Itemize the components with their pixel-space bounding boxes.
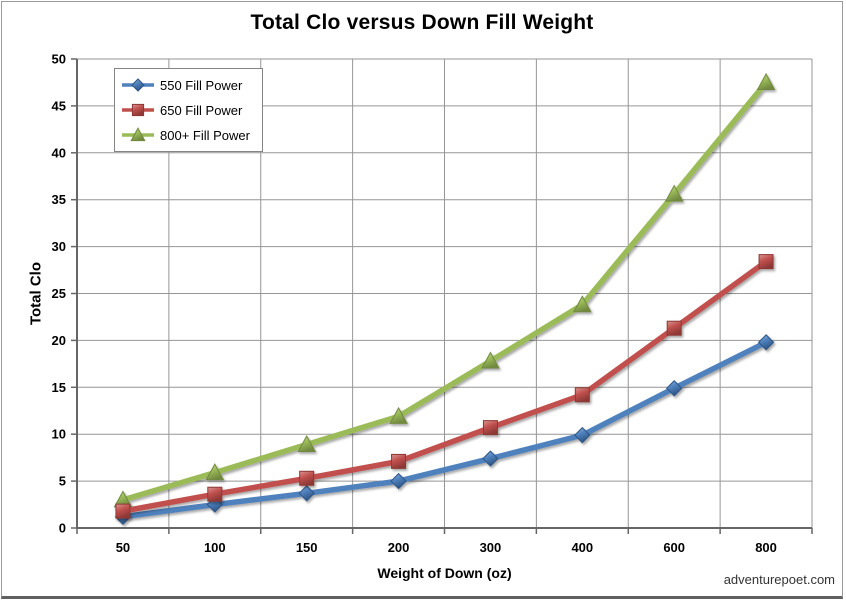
legend-label: 550 Fill Power [160, 77, 243, 93]
y-tick-label: 15 [52, 380, 66, 395]
y-tick-label: 0 [59, 521, 66, 536]
marker-square [299, 470, 315, 486]
legend-item-650-fill-power: 650 Fill Power [121, 99, 250, 121]
marker-square [758, 254, 774, 270]
y-tick-label: 10 [52, 427, 66, 442]
x-tick-label: 800 [755, 540, 777, 555]
marker-diamond [131, 78, 145, 92]
x-tick-label: 300 [480, 540, 502, 555]
x-axis-title: Weight of Down (oz) [377, 565, 512, 581]
marker-square [207, 486, 223, 502]
marker-diamond [390, 472, 407, 490]
marker-triangle [572, 295, 592, 313]
marker-square [482, 420, 498, 436]
legend-label: 650 Fill Power [160, 102, 243, 118]
y-tick-label: 35 [52, 192, 66, 207]
marker-triangle [481, 351, 500, 369]
marker-diamond [757, 334, 775, 351]
marker-diamond [298, 485, 315, 502]
marker-triangle [756, 72, 776, 90]
series-800-fill-power [113, 72, 776, 508]
y-axis-title: Total Clo [27, 261, 45, 326]
y-tick-label: 25 [52, 286, 66, 301]
marker-diamond [665, 380, 683, 397]
marker-triangle [205, 463, 225, 481]
legend-item-550-fill-power: 550 Fill Power [121, 74, 250, 96]
marker-diamond [574, 426, 591, 444]
marker-triangle [389, 406, 408, 424]
marker-triangle [297, 434, 317, 453]
x-tick-label: 150 [296, 540, 318, 555]
legend-label: 800+ Fill Power [160, 127, 250, 143]
y-tick-label: 45 [52, 98, 66, 113]
diamond-legend-icon [122, 78, 154, 92]
marker-square [115, 503, 131, 519]
series-line [120, 339, 769, 520]
x-tick-label: 50 [116, 540, 130, 555]
series-650-fill-power [115, 254, 774, 519]
square-legend-icon [122, 103, 154, 117]
series-line [120, 258, 769, 514]
x-tick-label: 400 [571, 540, 593, 555]
x-tick-label: 600 [663, 540, 685, 555]
x-tick-label: 200 [388, 540, 410, 555]
y-tick-label: 20 [52, 333, 66, 348]
marker-triangle [130, 127, 146, 142]
marker-square [666, 320, 682, 336]
y-tick-label: 40 [52, 145, 66, 160]
x-tick-label: 100 [204, 540, 226, 555]
marker-square [574, 387, 590, 403]
legend-item-800-fill-power: 800+ Fill Power [121, 124, 250, 146]
chart-title: Total Clo versus Down Fill Weight [250, 11, 594, 34]
marker-triangle [664, 184, 684, 202]
y-tick-label: 5 [59, 474, 66, 489]
y-tick-label: 30 [52, 239, 66, 254]
marker-square [391, 453, 407, 469]
y-tick-label: 50 [52, 52, 66, 67]
watermark: adventurepoet.com [723, 572, 835, 587]
triangle-legend-icon [122, 127, 154, 142]
legend: 550 Fill Power 650 Fill Power 800+ Fill Po… [114, 68, 263, 152]
marker-square [131, 103, 145, 117]
marker-diamond [482, 450, 499, 467]
series-line [120, 79, 769, 503]
